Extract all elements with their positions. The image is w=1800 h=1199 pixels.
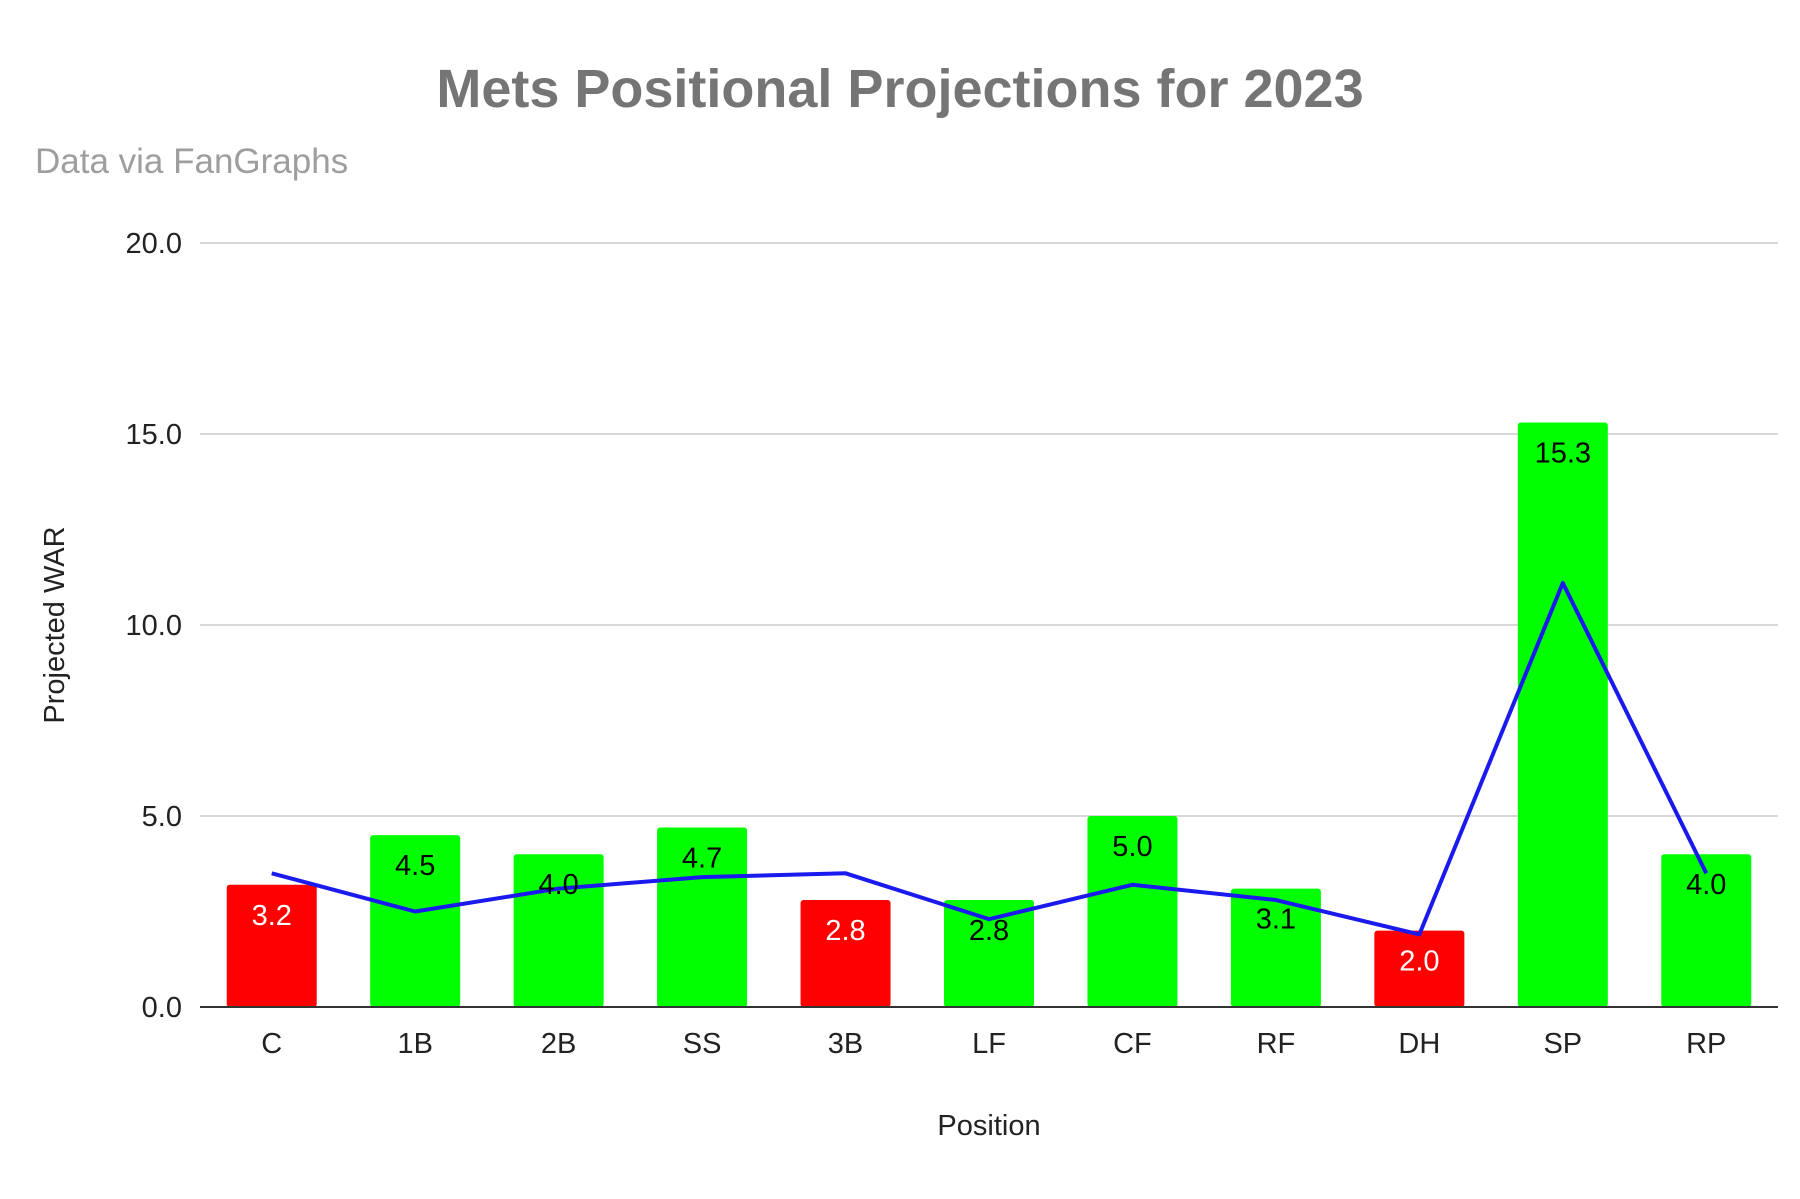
y-tick-label: 0.0 (142, 992, 182, 1024)
data-label: 15.3 (1535, 438, 1591, 470)
x-tick-label: DH (1398, 1028, 1440, 1060)
x-tick-label: LF (972, 1028, 1006, 1060)
y-tick-label: 15.0 (126, 419, 182, 451)
x-tick-label: 3B (828, 1028, 863, 1060)
bar (226, 884, 317, 1007)
data-label: 3.1 (1256, 904, 1296, 936)
x-tick-label: CF (1113, 1028, 1152, 1060)
x-tick-label: C (261, 1028, 282, 1060)
bar (657, 827, 748, 1007)
x-tick-label: 2B (541, 1028, 576, 1060)
y-axis-title: Projected WAR (39, 526, 71, 723)
x-tick-label: RF (1257, 1028, 1296, 1060)
data-label: 4.7 (682, 842, 722, 874)
bar (1517, 422, 1608, 1007)
bar (800, 900, 891, 1007)
y-tick-label: 20.0 (126, 228, 182, 260)
data-label: 5.0 (1112, 831, 1152, 863)
x-tick-label: RP (1686, 1028, 1726, 1060)
y-tick-label: 10.0 (126, 610, 182, 642)
data-label: 2.8 (969, 915, 1009, 947)
data-label: 4.0 (1686, 869, 1726, 901)
chart-subtitle: Data via FanGraphs (35, 142, 349, 181)
data-label: 2.8 (825, 915, 865, 947)
trend-line (271, 580, 1709, 937)
bar (1374, 930, 1465, 1007)
bar (944, 900, 1034, 1007)
x-tick-label: SP (1543, 1028, 1582, 1060)
x-tick-label: SS (683, 1028, 722, 1060)
x-axis-title: Position (937, 1110, 1040, 1142)
bar (370, 835, 461, 1007)
bar (1087, 816, 1178, 1007)
data-label: 2.0 (1399, 946, 1439, 978)
bar (1661, 854, 1752, 1007)
data-label: 4.0 (538, 869, 578, 901)
y-tick-label: 5.0 (142, 801, 182, 833)
data-label: 4.5 (395, 850, 435, 882)
data-label: 3.2 (252, 900, 292, 932)
chart-title: Mets Positional Projections for 2023 (436, 59, 1364, 119)
x-tick-label: 1B (397, 1028, 432, 1060)
bar (1230, 888, 1321, 1007)
